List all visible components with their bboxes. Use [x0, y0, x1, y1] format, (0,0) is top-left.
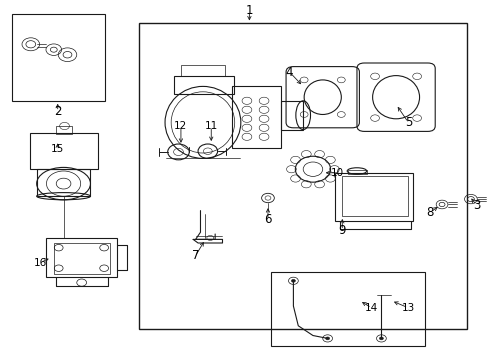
Bar [232, 86, 281, 148]
Text: 5: 5 [404, 116, 411, 129]
Text: 11: 11 [204, 121, 218, 131]
Bar [347, 170, 366, 174]
Circle shape [379, 337, 383, 340]
Bar [12, 14, 105, 101]
Text: 4: 4 [285, 66, 293, 78]
Bar [139, 23, 466, 329]
Bar [334, 173, 412, 221]
Text: 9: 9 [338, 224, 346, 237]
Text: 13: 13 [401, 303, 414, 313]
Text: 15: 15 [51, 144, 64, 154]
Bar [281, 101, 303, 130]
Bar [271, 272, 425, 346]
Text: 12: 12 [174, 121, 187, 131]
Circle shape [325, 337, 329, 340]
Circle shape [291, 279, 295, 282]
Text: 3: 3 [472, 199, 480, 212]
Bar [181, 65, 224, 76]
Bar [46, 238, 117, 277]
Text: 10: 10 [330, 168, 343, 178]
Text: 6: 6 [264, 213, 271, 226]
Text: 8: 8 [426, 206, 433, 219]
Text: 1: 1 [245, 4, 253, 17]
Bar [37, 169, 90, 196]
Text: 7: 7 [191, 249, 199, 262]
Text: 14: 14 [364, 303, 378, 313]
Bar [173, 76, 233, 94]
Bar [342, 176, 407, 216]
Bar [30, 133, 98, 169]
Text: 16: 16 [33, 258, 47, 268]
Bar [56, 126, 72, 134]
Text: 2: 2 [54, 105, 61, 118]
Bar [54, 243, 110, 274]
